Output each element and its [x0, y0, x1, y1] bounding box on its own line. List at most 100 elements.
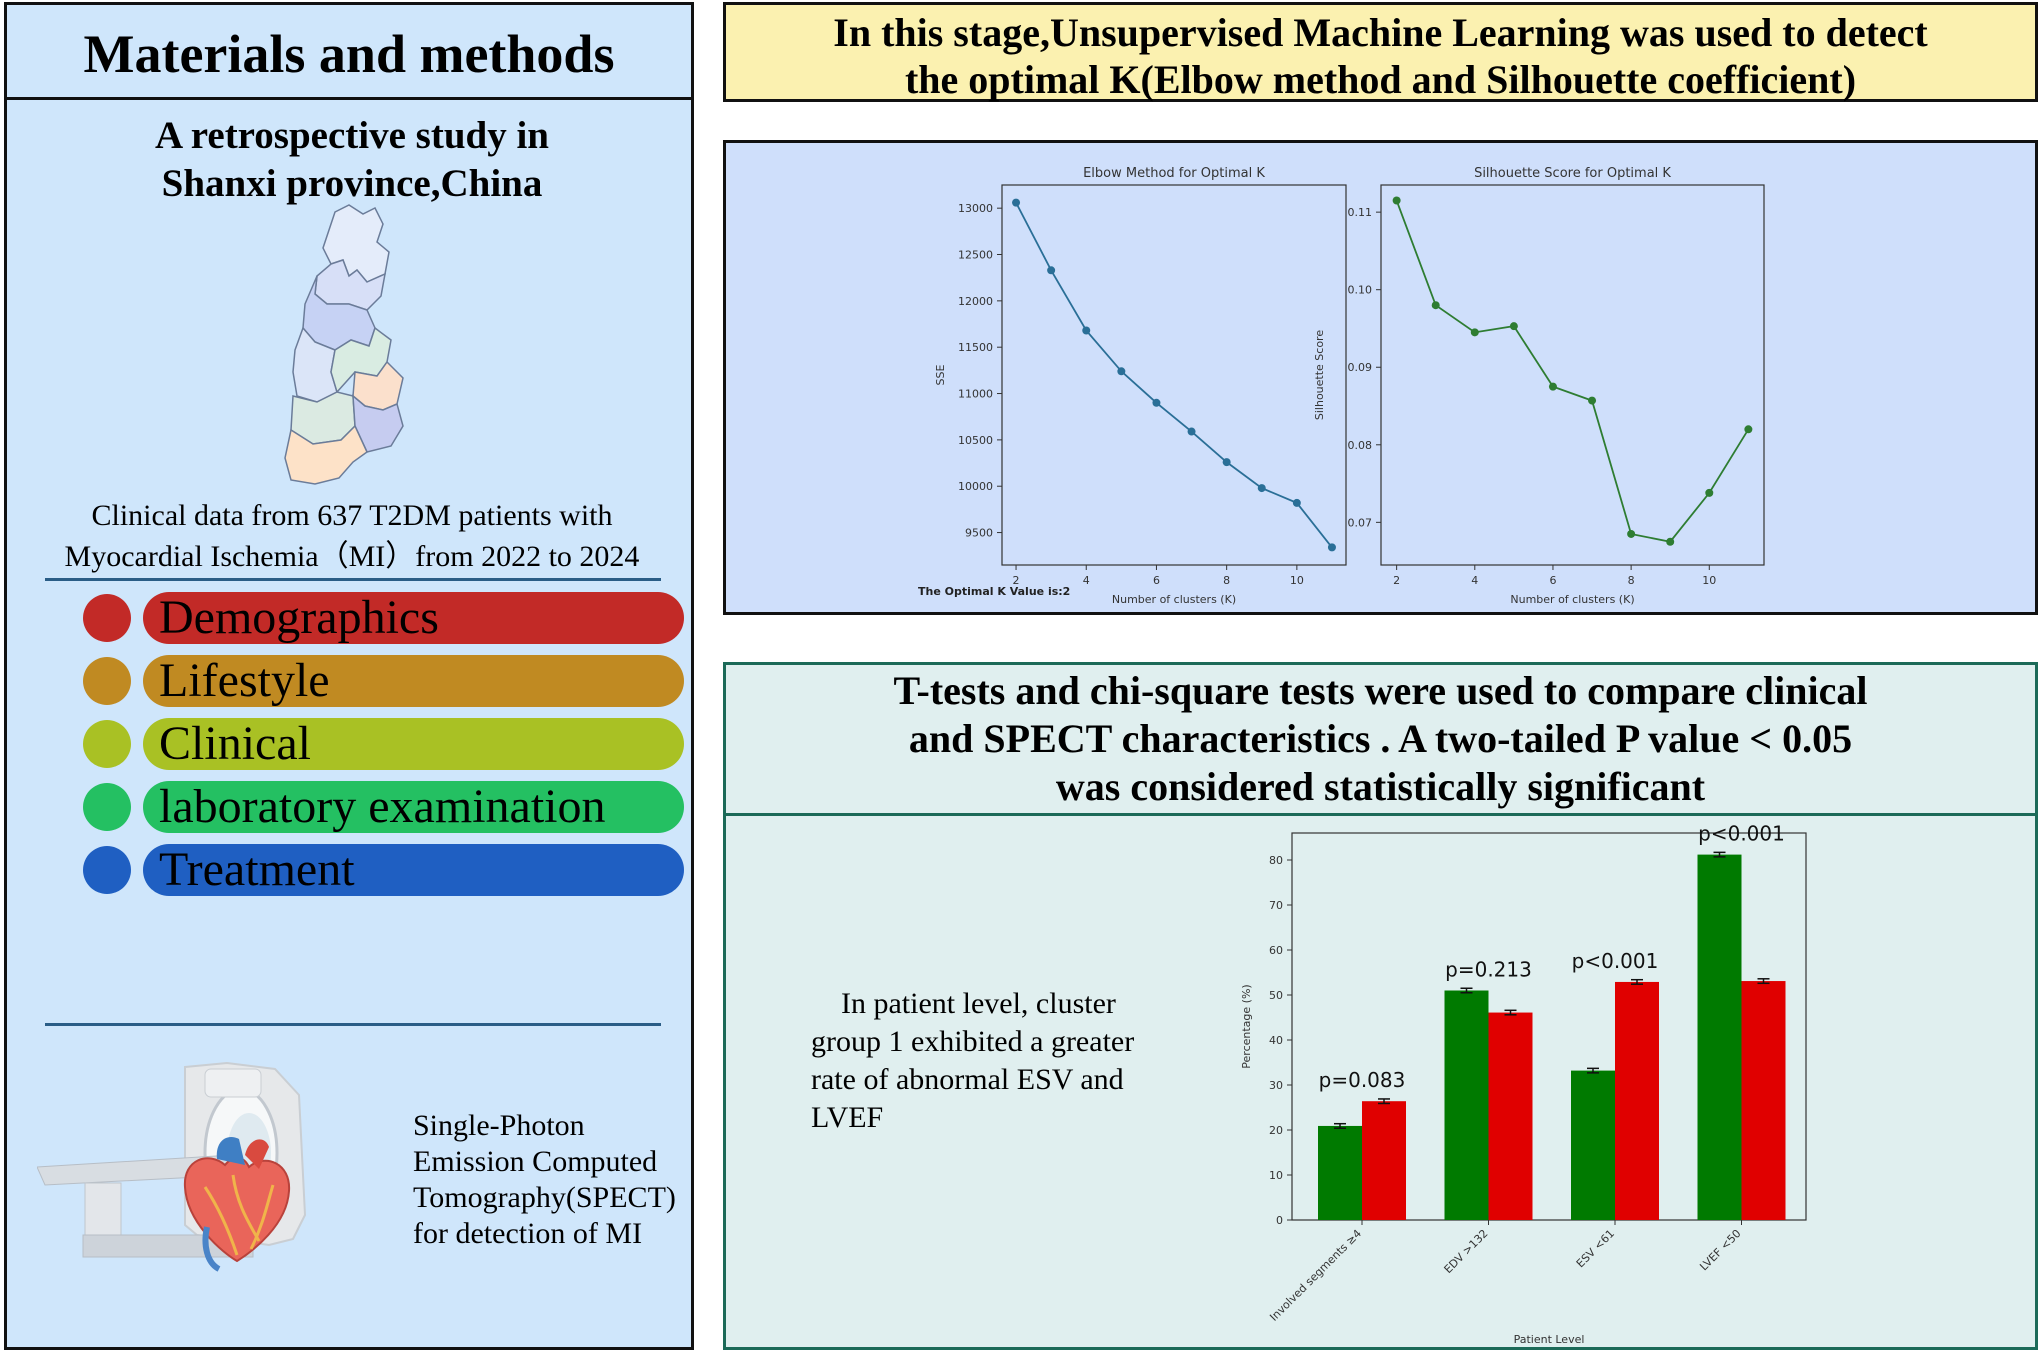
p-value-annotation: p<0.001	[1572, 949, 1659, 973]
optimal-k-charts-svg: Elbow Method for Optimal K Number of clus…	[918, 166, 1765, 606]
y-tick-label: 50	[1269, 989, 1283, 1002]
data-point	[1470, 328, 1479, 337]
study-title-line1: A retrospective study in	[155, 114, 549, 157]
y-tick-label: 0.09	[1348, 361, 1373, 374]
y-tick-label: 12000	[958, 295, 993, 308]
spect-description: Single-Photon Emission Computed Tomograp…	[413, 1108, 676, 1252]
y-tick-label: 60	[1269, 944, 1283, 957]
x-axis-label: Number of clusters (K)	[1510, 593, 1634, 606]
study-title: A retrospective study in Shanxi province…	[7, 112, 697, 208]
data-point	[1292, 498, 1301, 507]
category-label: Clinical	[143, 718, 684, 770]
data-point	[1588, 396, 1597, 405]
data-point	[1117, 367, 1126, 376]
y-tick-label: 0.07	[1348, 516, 1373, 529]
left-body-panel: A retrospective study in Shanxi province…	[4, 100, 694, 1350]
data-point	[1666, 537, 1675, 546]
chart-title: Silhouette Score for Optimal K	[1474, 166, 1671, 181]
x-tick-label: ESV <61	[1574, 1227, 1617, 1270]
data-point	[1012, 198, 1021, 207]
series-line	[1015, 202, 1333, 548]
spect-scanner-icon	[37, 1061, 307, 1272]
data-point	[1705, 488, 1714, 497]
x-tick-label: 8	[1628, 574, 1635, 587]
ml-stage-box: In this stage,Unsupervised Machine Learn…	[723, 2, 2038, 102]
category-dot	[83, 657, 131, 705]
left-title: Materials and methods	[83, 24, 615, 84]
divider-top	[45, 578, 661, 581]
patient-text-line: LVEF	[811, 1101, 884, 1134]
data-point	[1082, 326, 1091, 335]
x-tick-label: 4	[1083, 574, 1090, 587]
x-tick-label: 6	[1153, 574, 1160, 587]
y-tick-label: 40	[1269, 1034, 1283, 1047]
data-point	[1187, 427, 1196, 436]
clinical-data-line2: Myocardial Ischemia（MI）from 2022 to 2024	[64, 540, 640, 573]
y-tick-label: 0	[1276, 1214, 1283, 1227]
y-tick-label: 30	[1269, 1079, 1283, 1092]
x-tick-label: 10	[1290, 574, 1304, 587]
y-tick-label: 11500	[958, 341, 993, 354]
statistical-tests-text: T-tests and chi-square tests were used t…	[726, 667, 2035, 811]
data-point	[1152, 398, 1161, 407]
plot-frame	[1291, 832, 1807, 1221]
y-tick-label: 12500	[958, 249, 993, 262]
chart-title: Elbow Method for Optimal K	[1083, 166, 1265, 181]
bar	[1318, 1125, 1362, 1220]
p-value-annotation: p=0.213	[1445, 958, 1532, 982]
y-tick-label: 80	[1269, 854, 1283, 867]
patient-text-line: In patient level, cluster	[841, 987, 1116, 1020]
y-tick-label: 10000	[958, 480, 993, 493]
bar	[1615, 981, 1659, 1220]
x-tick-label: 2	[1013, 574, 1020, 587]
spect-line: for detection of MI	[413, 1217, 643, 1250]
bar	[1362, 1101, 1406, 1220]
y-tick-label: 0.10	[1348, 284, 1373, 297]
x-tick-label: 6	[1549, 574, 1556, 587]
p-value-annotation: p=0.083	[1319, 1068, 1406, 1092]
patient-level-bar-chart: 0 10 20 30 40 50 60 70 80 Percentage (%) Patient L…	[1240, 822, 1807, 1346]
spect-line: Single-Photon	[413, 1109, 585, 1142]
y-axis-label: Percentage (%)	[1240, 984, 1253, 1068]
data-point	[1509, 322, 1518, 331]
y-tick-label: 70	[1269, 899, 1283, 912]
ml-stage-text: In this stage,Unsupervised Machine Learn…	[726, 9, 2035, 103]
spect-line: Emission Computed	[413, 1145, 658, 1178]
optimal-k-text: The Optimal K Value is:2	[918, 585, 1070, 598]
series-line	[1395, 200, 1750, 543]
data-point	[1548, 382, 1557, 391]
category-dot	[83, 594, 131, 642]
bar	[1488, 1012, 1533, 1220]
category-label: Lifestyle	[143, 655, 684, 707]
category-dot	[83, 720, 131, 768]
bar	[1444, 990, 1489, 1220]
y-tick-label: 20	[1269, 1124, 1283, 1137]
category-label: Demographics	[143, 592, 684, 644]
x-tick-label: 4	[1471, 574, 1478, 587]
data-point	[1327, 543, 1336, 552]
tests-line1: T-tests and chi-square tests were used t…	[893, 668, 1868, 713]
x-tick-label: EDV >132	[1441, 1227, 1490, 1276]
x-axis-label: Patient Level	[1514, 1333, 1585, 1346]
x-tick-label: 8	[1223, 574, 1230, 587]
data-point	[1744, 425, 1753, 434]
y-axis-label: Silhouette Score	[1313, 330, 1326, 420]
y-tick-label: 0.11	[1348, 206, 1373, 219]
statistical-tests-panel: T-tests and chi-square tests were used t…	[723, 662, 2038, 1350]
patient-text-line: group 1 exhibited a greater	[811, 1025, 1135, 1058]
data-point	[1627, 529, 1636, 538]
tests-line2: and SPECT characteristics . A two-tailed…	[908, 716, 1853, 761]
x-tick-label: LVEF <50	[1697, 1227, 1743, 1273]
patient-text-line: rate of abnormal ESV and	[811, 1063, 1124, 1096]
bar	[1571, 1070, 1615, 1220]
statistical-tests-header: T-tests and chi-square tests were used t…	[726, 665, 2035, 816]
y-tick-label: 0.08	[1348, 439, 1373, 452]
x-tick-label: 2	[1393, 574, 1400, 587]
divider-bottom	[45, 1023, 661, 1026]
shanxi-map-icon	[284, 204, 404, 485]
category-dot	[83, 783, 131, 831]
clinical-data-line1: Clinical data from 637 T2DM patients wit…	[91, 499, 613, 532]
clinical-data-text: Clinical data from 637 T2DM patients wit…	[7, 495, 697, 577]
optimal-k-charts-panel: Elbow Method for Optimal K Number of clus…	[723, 140, 2038, 615]
patient-level-summary: In patient level, cluster group 1 exhibi…	[811, 985, 1181, 1137]
